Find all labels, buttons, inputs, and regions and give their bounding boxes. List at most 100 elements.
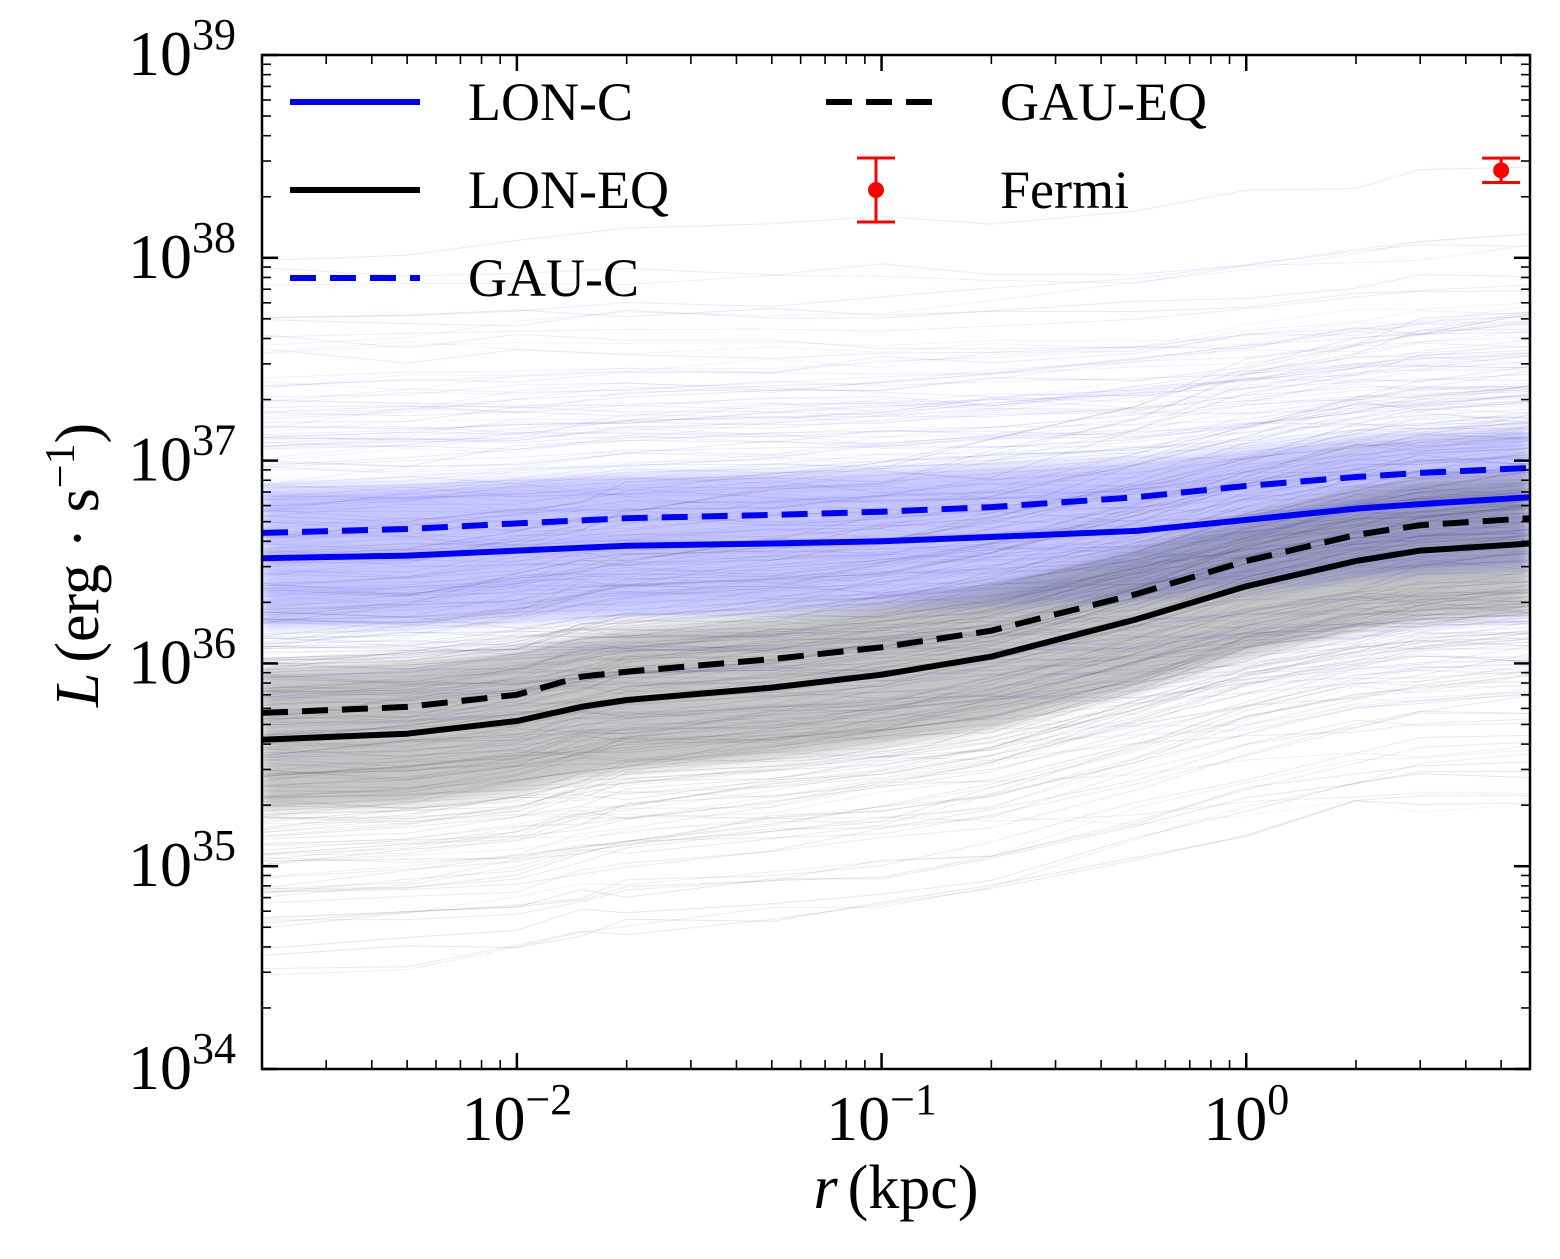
- y-tick-label: 1038: [128, 213, 236, 292]
- black-realizations-line: [262, 592, 1530, 798]
- black-realizations-line: [262, 466, 1530, 665]
- blue-realizations-line: [262, 462, 1530, 512]
- black-realizations-line: [262, 580, 1530, 787]
- blue-realizations-line: [262, 385, 1530, 413]
- blue-realizations-line: [262, 392, 1530, 468]
- blue-realizations-line: [262, 365, 1530, 409]
- black-realizations-line: [262, 342, 1530, 558]
- blue-realizations-line: [262, 445, 1530, 485]
- black-realizations-line: [262, 603, 1530, 775]
- blue-realizations-line: [262, 385, 1530, 441]
- black-realizations-line: [262, 596, 1530, 819]
- blue-realizations-line: [262, 433, 1530, 544]
- legend-label: GAU-C: [468, 248, 639, 308]
- blue-realizations-line: [262, 394, 1530, 500]
- blue-realizations-line: [262, 401, 1530, 450]
- black-realizations-line: [262, 454, 1530, 624]
- blue-realizations-line: [262, 290, 1530, 319]
- black-realizations-core: [262, 473, 1530, 810]
- blue-realizations-line: [262, 330, 1530, 406]
- black-realizations-line: [262, 664, 1530, 892]
- x-axis-label: r (kpc): [814, 1154, 979, 1222]
- blue-realizations-line: [262, 323, 1530, 414]
- blue-realizations-line: [262, 352, 1530, 441]
- black-realizations-line: [262, 470, 1530, 636]
- black-realizations-line: [262, 710, 1530, 904]
- black-realizations-line: [262, 467, 1530, 660]
- blue-realizations-line: [262, 464, 1530, 529]
- blue-realizations-line: [262, 274, 1530, 327]
- blue-realizations-line: [262, 233, 1530, 319]
- black-realizations-line: [262, 426, 1530, 651]
- plot-area: [260, 53, 1532, 1071]
- blue-realizations-line: [262, 323, 1530, 364]
- legend-entry-gau-eq: GAU-EQ: [826, 72, 1207, 132]
- black-realizations-line: [262, 670, 1530, 851]
- blue-realizations-line: [262, 416, 1530, 511]
- black-realizations-line: [262, 448, 1530, 629]
- blue-realizations-line: [262, 414, 1530, 473]
- series-lon-eq: [262, 540, 1530, 743]
- black-realizations-line: [262, 507, 1530, 743]
- black-realizations-line: [262, 712, 1530, 879]
- black-realizations-line: [262, 670, 1530, 890]
- black-realizations-line: [262, 626, 1530, 820]
- black-realizations-line: [262, 500, 1530, 671]
- realization-bands: [262, 166, 1530, 976]
- black-realizations-line: [262, 497, 1530, 661]
- black-realizations-line: [262, 629, 1530, 866]
- blue-realizations-line: [262, 365, 1530, 414]
- blue-realizations-line: [262, 355, 1530, 435]
- blue-realizations-line: [262, 368, 1530, 398]
- black-realizations-line: [262, 492, 1530, 647]
- black-realizations-line: [262, 670, 1530, 825]
- black-realizations-line: [262, 502, 1530, 703]
- black-realizations-line: [262, 632, 1530, 878]
- blue-realizations-line: [262, 365, 1530, 466]
- black-realizations-line: [262, 487, 1530, 662]
- y-axis-unit: (erg · s: [44, 488, 112, 662]
- legend-entry-lon-eq: LON-EQ: [290, 160, 669, 220]
- black-realizations-line: [262, 636, 1530, 798]
- series-lines: [262, 464, 1530, 743]
- x-tick-labels: 10−2 10−1 100: [461, 1075, 1289, 1154]
- blue-realizations-line: [262, 460, 1530, 524]
- blue-realizations-line: [262, 394, 1530, 507]
- y-axis-label: L (erg · s−1): [38, 423, 112, 708]
- black-realizations-line: [262, 321, 1530, 565]
- black-realizations-line: [262, 470, 1530, 676]
- black-realizations-line: [262, 469, 1530, 697]
- blue-realizations-line: [262, 363, 1530, 460]
- black-realizations-line: [262, 533, 1530, 735]
- black-realizations-line: [262, 663, 1530, 889]
- blue-realizations-line: [262, 384, 1530, 486]
- black-realizations-line: [262, 605, 1530, 776]
- black-realizations-line: [262, 598, 1530, 797]
- black-realizations-line: [262, 432, 1530, 638]
- black-realizations-line: [262, 512, 1530, 720]
- y-tick-label: 1036: [128, 618, 236, 697]
- x-tick-label: 10−1: [826, 1075, 937, 1154]
- blue-realizations-line: [262, 432, 1530, 488]
- black-realizations-line: [262, 581, 1530, 758]
- black-realizations-line: [262, 504, 1530, 671]
- black-realizations-line: [262, 655, 1530, 855]
- blue-realizations-line: [262, 456, 1530, 562]
- x-tick-label: 10−2: [461, 1075, 572, 1154]
- blue-realizations-line: [262, 440, 1530, 528]
- blue-realizations-line: [262, 467, 1530, 499]
- black-realizations-line: [262, 631, 1530, 840]
- black-realizations-line: [262, 589, 1530, 778]
- black-realizations-line: [262, 572, 1530, 759]
- black-realizations-line: [262, 552, 1530, 747]
- black-realizations-line: [262, 482, 1530, 649]
- black-realizations-line: [262, 608, 1530, 831]
- marker: [1493, 162, 1510, 179]
- black-realizations-line: [262, 454, 1530, 624]
- blue-realizations-line: [262, 284, 1530, 338]
- black-realizations-line: [262, 685, 1530, 863]
- black-realizations-line: [262, 532, 1530, 690]
- blue-realizations-line: [262, 360, 1530, 447]
- blue-realizations-line: [262, 355, 1530, 403]
